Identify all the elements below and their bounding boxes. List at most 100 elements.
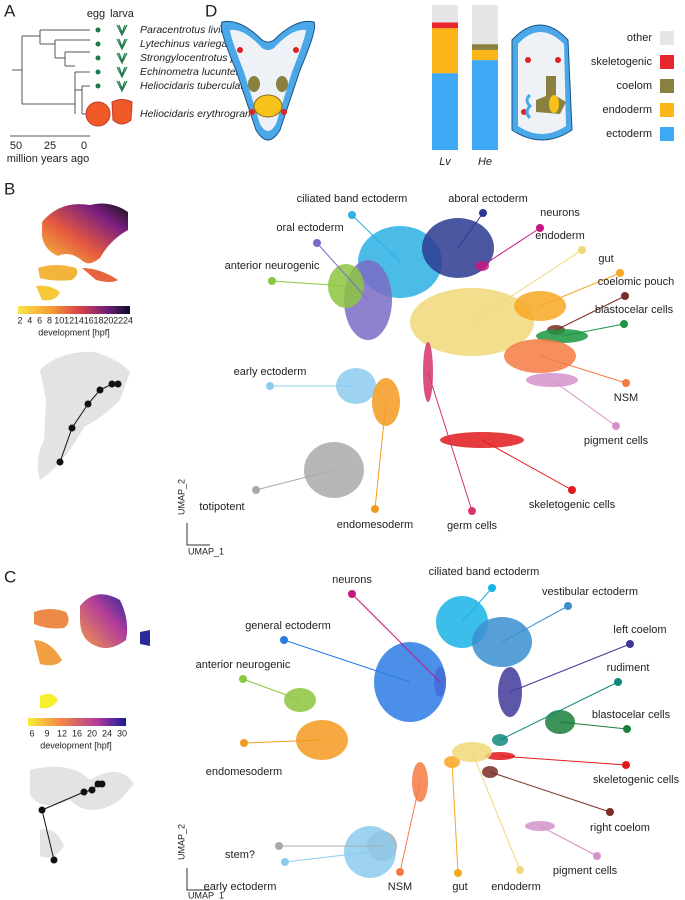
leader-line (374, 401, 387, 510)
cluster-label: gut (598, 253, 613, 265)
leader-line (399, 781, 421, 873)
leader-dot (616, 269, 624, 277)
colorbar-tick: 18 (94, 315, 104, 325)
leader-dot (252, 486, 260, 494)
leader-line (451, 761, 459, 874)
time-tick: 50 (10, 140, 22, 152)
axis-label: UMAP_1 (188, 890, 224, 900)
leader-dot (516, 866, 524, 874)
larva-lv-diagram (220, 20, 316, 141)
cluster-label: early ectoderm (204, 881, 277, 893)
colorbar-tick: 24 (102, 728, 112, 738)
cluster-label: left coelom (613, 624, 666, 636)
leader-line (471, 249, 583, 323)
cluster-label: pigment cells (553, 865, 618, 877)
leader-dot (468, 507, 476, 515)
legend-label: endoderm (602, 104, 652, 116)
leader-dot (280, 636, 288, 644)
column-header: egg (87, 8, 105, 20)
leader-dot (621, 292, 629, 300)
cluster-label: oral ectoderm (276, 222, 343, 234)
leader-line (561, 323, 625, 337)
leader-dot (371, 505, 379, 513)
egg-icons (95, 27, 101, 89)
umap-c-trajectory (30, 766, 134, 864)
cluster-label: right coelom (590, 822, 650, 834)
bar-segment (472, 44, 498, 50)
leader-line (242, 678, 301, 701)
cluster-label: endoderm (535, 230, 585, 242)
colorbar-tick: 12 (57, 728, 67, 738)
colorbar-tick: 9 (44, 728, 49, 738)
umap-c: neurons ciliated band ectodermvestibular … (196, 566, 680, 893)
leader-dot (623, 725, 631, 733)
leader-dot (268, 277, 276, 285)
umap-axes (186, 523, 210, 546)
colorbar-tick: 4 (27, 315, 32, 325)
leader-line (471, 751, 521, 871)
axis-label: UMAP_1 (188, 546, 224, 556)
legend-swatch (660, 79, 674, 93)
cluster-label: neurons (332, 574, 372, 586)
leader-line (509, 643, 631, 693)
cluster-label: NSM (614, 392, 638, 404)
leader-dot (606, 808, 614, 816)
leader-dot (536, 224, 544, 232)
leader-line (283, 639, 411, 683)
leader-dot (348, 590, 356, 598)
cluster-label: vestibular ectoderm (542, 586, 638, 598)
bar-segment (472, 60, 498, 150)
cluster-label: ciliated band ectoderm (429, 566, 540, 578)
cluster-label: totipotent (199, 501, 244, 513)
leader-dot (240, 739, 248, 747)
cluster-label: coelomic pouch (598, 276, 674, 288)
cluster-label: early ectoderm (234, 366, 307, 378)
bar-segment (472, 49, 498, 61)
species: Heliocidaris tuberculata (140, 80, 249, 92)
bar-chart: Lv He ectoderm endoderm coelom skeletogenic ot… (432, 5, 674, 168)
cluster-label: pigment cells (584, 435, 649, 447)
time-tick: 25 (44, 140, 56, 152)
leader-dot (564, 602, 572, 610)
leader-dot (622, 379, 630, 387)
leader-dot (454, 869, 462, 877)
legend-label: skeletogenic (591, 56, 653, 68)
leader-line (351, 593, 441, 683)
umap-b-time (36, 203, 128, 301)
leader-line (539, 355, 627, 384)
legend-label: coelom (617, 80, 652, 92)
colorbar-tick: 16 (72, 728, 82, 738)
legend-label: other (627, 32, 652, 44)
leader-dot (578, 246, 586, 254)
panel-letter: D (205, 1, 217, 20)
leader-line (316, 242, 369, 301)
leader-line (499, 755, 627, 766)
leader-line (351, 214, 401, 263)
leader-line (461, 587, 493, 623)
colorbar (18, 306, 130, 314)
leader-line (481, 227, 541, 267)
cluster-label: aboral ectoderm (448, 193, 528, 205)
leader-dot (266, 382, 274, 390)
colorbar-tick: 2 (17, 315, 22, 325)
leader-line (271, 280, 347, 287)
umap-b-trajectory (37, 351, 130, 480)
leader-dot (239, 675, 247, 683)
x-tick-label: He (478, 156, 492, 168)
leader-dot (626, 640, 634, 648)
umap-axes (186, 868, 210, 891)
leader-dot (488, 584, 496, 592)
leader-line (255, 469, 335, 491)
colorbar-label: development [hpf] (40, 740, 112, 750)
cluster-label: ciliated band ectoderm (297, 193, 408, 205)
cluster-label: blastocelar cells (595, 304, 674, 316)
leader-line (501, 605, 569, 643)
colorbar-tick: 14 (74, 315, 84, 325)
cluster-label: germ cells (447, 520, 498, 532)
colorbar-ticks: 2 4 6 8 10 12 14 16 18 20 22 24 (17, 315, 133, 325)
bar-segment (432, 5, 458, 23)
colorbar-tick: 20 (103, 315, 113, 325)
leader-line (499, 681, 619, 741)
species: Lytechinus variegatus (140, 38, 242, 50)
